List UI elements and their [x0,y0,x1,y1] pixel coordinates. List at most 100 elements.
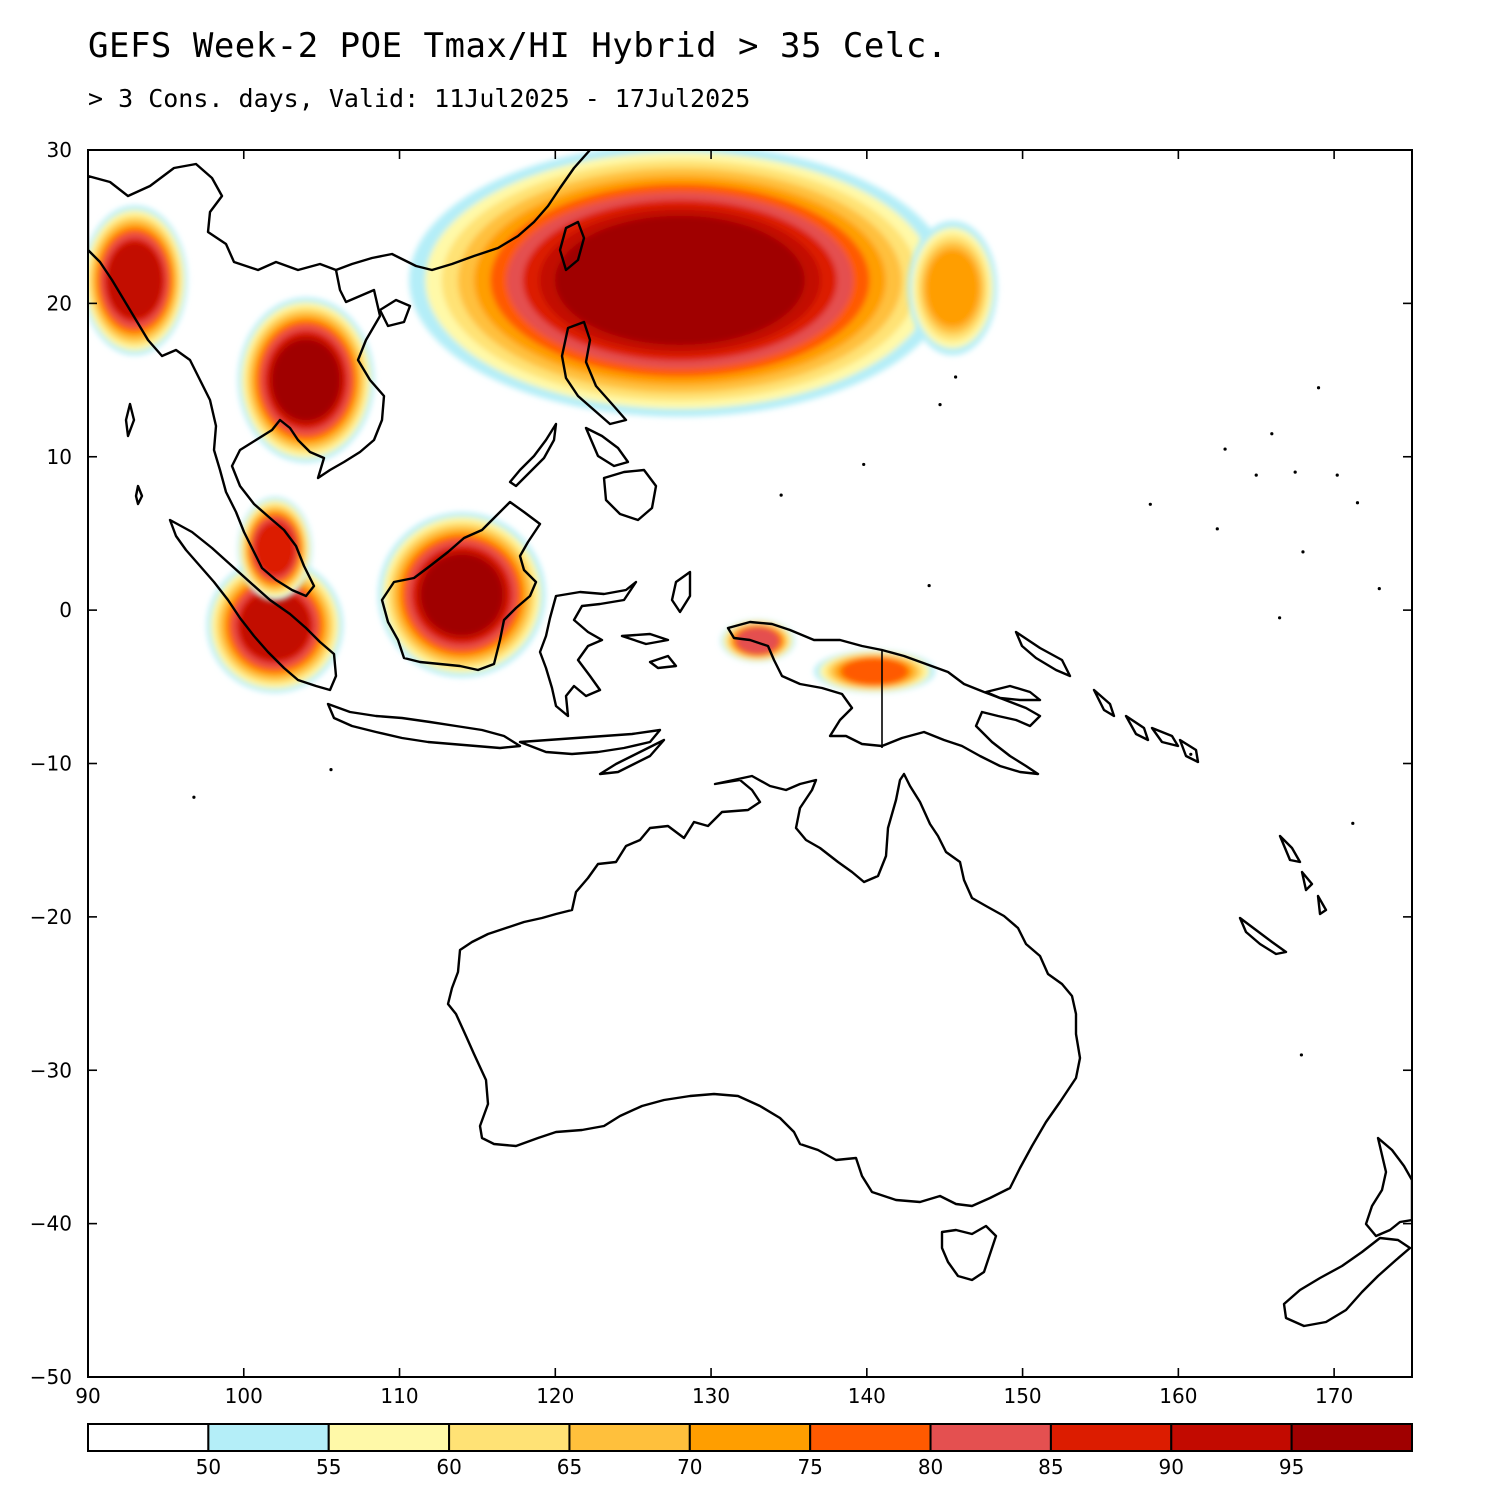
island-dot [329,768,333,772]
x-tick-label: 170 [1315,1384,1353,1408]
field-region [907,220,998,356]
colorbar-label: 75 [797,1455,822,1479]
coast-taiwan [558,220,586,272]
coast-australia [446,772,1082,1208]
coast-new-zealand-north [1364,1136,1412,1238]
colorbar-swatch [87,1423,210,1452]
island-dot [862,462,866,467]
coast-halmahera [670,570,692,614]
map-title: GEFS Week-2 POE Tmax/HI Hybrid > 35 Celc… [88,26,948,66]
axes: 90 100 110 120 130 140 150 160 1703020100−10−20−… [30,138,1412,1408]
island-dot [927,583,931,588]
y-tick-label: 10 [47,445,72,469]
x-tick-label: 110 [380,1384,418,1408]
coast-palawan [508,422,558,488]
island-dot [1189,752,1193,756]
coast-solomons [1092,688,1200,764]
coast-andaman [124,402,136,438]
coast-new-zealand-south [1282,1236,1412,1328]
island-dot [1223,447,1227,451]
colorbar-label: 55 [316,1455,341,1479]
field-region [237,496,313,601]
x-tick-label: 90 [75,1384,100,1408]
field-contour [420,554,503,636]
island-dot [1293,470,1297,474]
coast-timor [598,738,666,776]
y-tick-label: −10 [30,752,72,776]
coast-nicobar [134,484,144,506]
probability-field [88,150,998,693]
field-contour [736,627,779,655]
colorbar-swatch [1049,1423,1173,1452]
y-tick-label: 30 [47,138,72,162]
coast-sumatra [168,518,338,692]
coast-new-britain [1014,630,1072,678]
island-dot [779,493,783,497]
coast-bismarck [984,684,1042,702]
field-region [720,619,795,663]
y-tick-label: 0 [59,598,72,622]
colorbar-swatch [1290,1423,1413,1452]
island-dot [1148,502,1152,506]
field-region [409,150,951,417]
coast-seram [620,632,670,646]
island-dot [1351,821,1355,825]
field-region [237,297,375,463]
x-tick-label: 150 [1003,1384,1041,1408]
field-contour [555,215,805,345]
island-dot [1299,1053,1304,1057]
colorbar-label: 70 [677,1455,702,1479]
colorbar-label: 65 [557,1455,582,1479]
y-tick-label: 20 [47,291,72,315]
field-region [814,650,936,693]
coast-buru [648,654,678,670]
colorbar-label: 60 [436,1455,461,1479]
x-tick-label: 130 [692,1384,730,1408]
coast-mindanao [602,468,658,522]
coast-lesser-sunda [518,728,662,756]
field-region [88,205,188,356]
island-dot [938,403,942,407]
y-tick-label: −20 [30,905,72,929]
island-dot [192,795,196,799]
coast-new-caledonia [1238,916,1288,956]
colorbar-label: 50 [196,1455,221,1479]
colorbar: 50 55 60 65 70 75 80 85 90 95 [87,1423,1413,1479]
colorbar-label: 80 [918,1455,943,1479]
coast-borneo [380,500,542,672]
coastlines [88,150,1412,1328]
field-contour [254,521,296,577]
coast-indochina [88,162,386,598]
coast-vanuatu [1278,834,1328,916]
colorbar-swatch [1170,1423,1293,1452]
coast-java [326,702,522,750]
island-dot [1254,473,1258,477]
field-contour [840,657,909,686]
island-dot [1377,587,1381,591]
y-tick-label: −50 [30,1365,72,1389]
coast-visayas [584,426,630,468]
island-dot [1355,501,1360,505]
field-contour [107,242,163,319]
coast-hainan [378,298,412,328]
map-subtitle: > 3 Cons. days, Valid: 11Jul2025 - 17Jul… [88,84,751,113]
coast-tasmania [940,1224,998,1282]
coast-sulawesi [538,580,638,718]
field-contour [240,591,310,660]
colorbar-swatch [207,1423,330,1452]
colorbar-swatch [327,1423,451,1452]
x-tick-label: 140 [848,1384,886,1408]
colorbar-swatch [568,1423,691,1452]
coast-china [335,150,591,272]
colorbar-label: 90 [1159,1455,1184,1479]
coast-new-guinea [726,620,1042,776]
small-islands [192,375,1381,1057]
x-tick-label: 120 [536,1384,574,1408]
colorbar-label: 95 [1279,1455,1304,1479]
y-tick-label: −40 [30,1212,72,1236]
coast-luzon [560,320,628,426]
island-dot [1278,616,1282,620]
island-dot [1335,473,1339,477]
island-dot [1316,386,1321,390]
island-dot [1301,550,1305,554]
